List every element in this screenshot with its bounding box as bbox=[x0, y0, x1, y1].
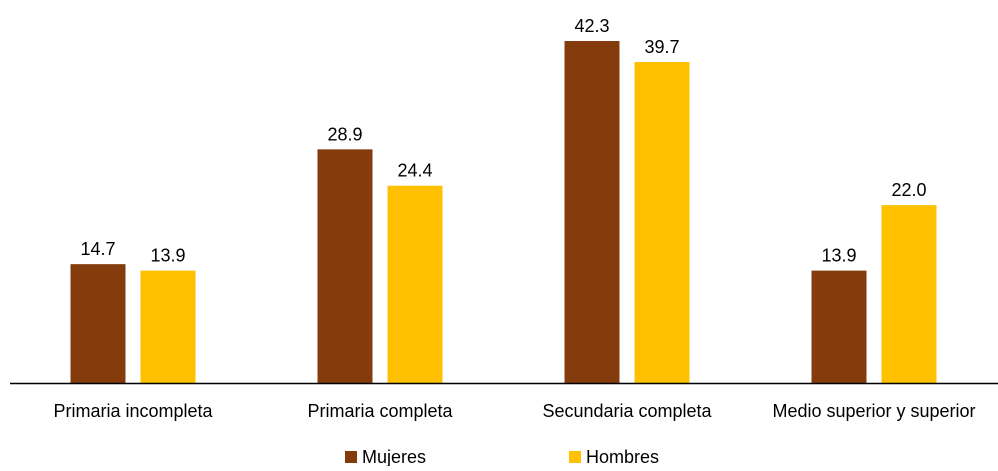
value-label-mujeres-primaria-incompleta: 14.7 bbox=[80, 239, 115, 259]
legend: Mujeres Hombres bbox=[345, 447, 659, 467]
bar-hombres-medio-superior-y-superior bbox=[881, 205, 937, 383]
x-tick-label-primaria-incompleta: Primaria incompleta bbox=[53, 401, 213, 421]
bars-layer bbox=[70, 41, 937, 384]
bar-mujeres-secundaria-completa bbox=[564, 41, 620, 383]
bar-hombres-primaria-incompleta bbox=[140, 270, 196, 383]
x-tick-labels: Primaria incompleta Primaria completa Secu… bbox=[53, 401, 975, 421]
bar-mujeres-primaria-incompleta bbox=[70, 264, 126, 383]
legend-label-hombres: Hombres bbox=[586, 447, 659, 466]
value-label-mujeres-secundaria-completa: 42.3 bbox=[574, 16, 609, 36]
value-label-hombres-primaria-incompleta: 13.9 bbox=[150, 246, 185, 266]
bar-mujeres-primaria-completa bbox=[317, 149, 373, 383]
bar-hombres-primaria-completa bbox=[387, 185, 443, 383]
value-label-hombres-medio-superior-y-superior: 22.0 bbox=[891, 180, 926, 200]
legend-label-mujeres: Mujeres bbox=[362, 447, 426, 466]
value-label-mujeres-primaria-completa: 28.9 bbox=[327, 124, 362, 144]
x-tick-label-secundaria-completa: Secundaria completa bbox=[542, 401, 712, 421]
value-label-mujeres-medio-superior-y-superior: 13.9 bbox=[821, 246, 856, 266]
bar-hombres-secundaria-completa bbox=[634, 62, 690, 384]
value-label-hombres-secundaria-completa: 39.7 bbox=[644, 37, 679, 57]
legend-swatch-hombres bbox=[569, 451, 581, 463]
x-tick-label-medio-superior-y-superior: Medio superior y superior bbox=[772, 401, 975, 421]
value-labels-layer: 14.7 13.9 28.9 24.4 42.3 39.7 13.9 22.0 bbox=[80, 16, 926, 266]
legend-swatch-mujeres bbox=[345, 451, 357, 463]
bar-mujeres-medio-superior-y-superior bbox=[811, 270, 867, 383]
x-tick-label-primaria-completa: Primaria completa bbox=[307, 401, 453, 421]
value-label-hombres-primaria-completa: 24.4 bbox=[397, 161, 432, 181]
